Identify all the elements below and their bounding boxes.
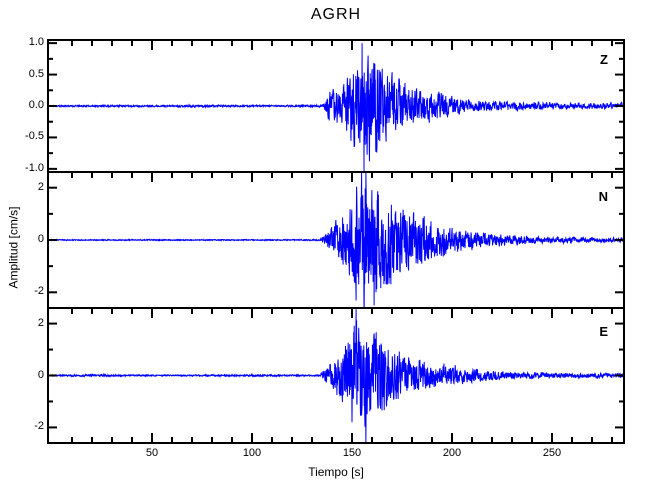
y-tick-label: 2	[37, 180, 44, 193]
y-tick-label: -0.5	[25, 130, 44, 143]
y-tick-label: 0.0	[28, 99, 44, 111]
figure-title: AGRH	[310, 6, 362, 23]
trace-z	[52, 43, 625, 173]
panel-label-n: N	[598, 189, 608, 204]
y-tick-label: 0	[37, 368, 44, 381]
trace-n	[51, 171, 625, 309]
x-tick-label: 200	[442, 447, 462, 459]
y-tick-label: 1.0	[28, 36, 44, 49]
x-axis-label: Tiempo [s]	[308, 465, 364, 479]
y-tick-label: 0	[37, 233, 44, 245]
y-tick-label: 2	[37, 316, 44, 329]
panel-label-e: E	[599, 324, 608, 339]
trace-e	[51, 309, 625, 444]
x-tick-label: 150	[342, 447, 362, 459]
panel-label-z: Z	[600, 52, 608, 67]
x-tick-label: 50	[145, 447, 159, 459]
y-tick-label: -2	[34, 420, 44, 433]
y-tick-label: 0.5	[28, 67, 44, 80]
x-tick-label: 250	[542, 447, 562, 459]
panel-frame-e	[47, 307, 625, 444]
y-tick-label: -2	[34, 285, 44, 298]
x-tick-label: 100	[242, 447, 262, 459]
y-tick-label: -1.0	[25, 161, 44, 174]
